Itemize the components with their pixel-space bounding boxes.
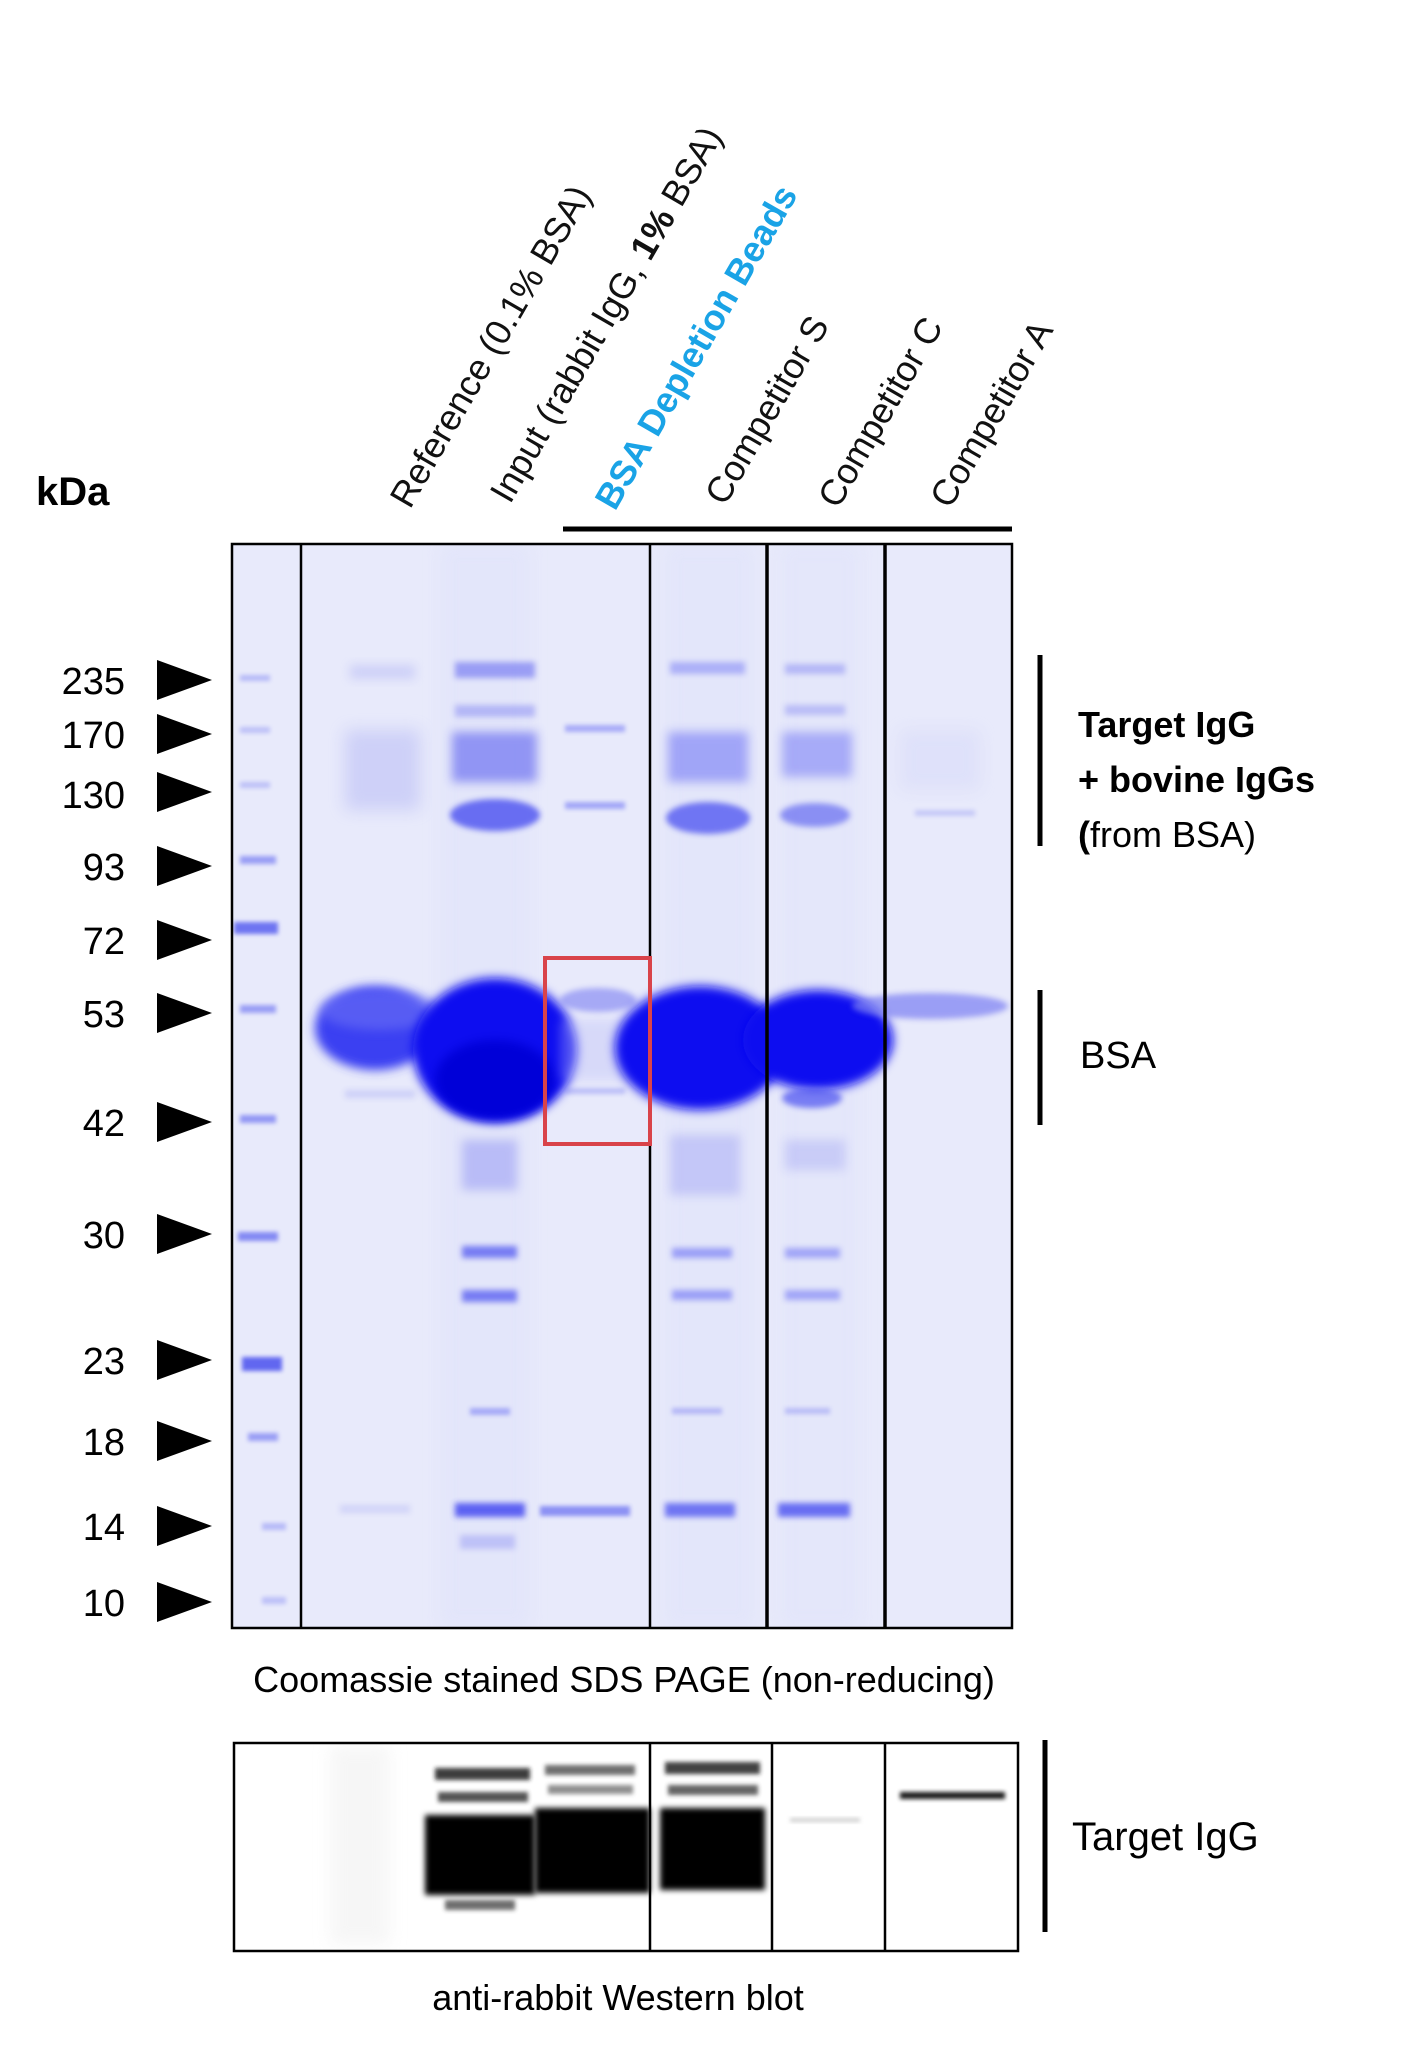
marker-130: 130	[62, 772, 212, 817]
marker-72: 72	[83, 920, 212, 963]
gel-caption: Coomassie stained SDS PAGE (non-reducing…	[253, 1659, 995, 1700]
marker-30: 30	[83, 1214, 212, 1257]
lane-competitor-c-bands	[743, 664, 893, 1517]
svg-text:235: 235	[62, 661, 125, 703]
svg-text:42: 42	[83, 1103, 125, 1145]
highlight-box	[543, 956, 652, 1146]
marker-170: 170	[62, 714, 212, 757]
svg-text:53: 53	[83, 994, 125, 1036]
marker-14: 14	[83, 1506, 212, 1549]
marker-10: 10	[83, 1582, 212, 1625]
marker-18: 18	[83, 1421, 212, 1464]
lane-labels: Reference (0.1% BSA) Input (rabbit IgG, …	[381, 119, 1061, 516]
svg-text:23: 23	[83, 1341, 125, 1383]
svg-text:93: 93	[83, 847, 125, 889]
svg-text:Target IgG: Target IgG	[1072, 1815, 1259, 1859]
marker-23: 23	[83, 1340, 212, 1383]
blot-lane-dividers	[648, 1743, 887, 1951]
svg-text:72: 72	[83, 921, 125, 963]
marker-53: 53	[83, 993, 212, 1036]
western-blot-image	[232, 1741, 1020, 1953]
svg-text:10: 10	[83, 1583, 125, 1625]
marker-42: 42	[83, 1102, 212, 1145]
marker-93: 93	[83, 846, 212, 889]
svg-text:14: 14	[83, 1507, 125, 1549]
lane-reference-bands	[315, 665, 440, 1513]
svg-text:+ bovine IgGs: + bovine IgGs	[1078, 759, 1315, 800]
svg-text:18: 18	[83, 1422, 125, 1464]
gel-background	[232, 544, 1012, 1628]
lane-label-bsa-depletion-beads: BSA Depletion Beads	[586, 178, 805, 516]
svg-text:(from BSA): (from BSA)	[1078, 814, 1256, 855]
svg-text:Target IgG: Target IgG	[1078, 704, 1255, 745]
ladder-bands	[234, 675, 286, 1604]
lane-competitor-a-bands	[852, 730, 1008, 1019]
lane-input-bands	[413, 662, 577, 1549]
gel-border	[230, 542, 1014, 1630]
lane-competitor-s-bands	[615, 662, 785, 1517]
marker-235: 235	[62, 660, 212, 703]
svg-text:BSA: BSA	[1080, 1035, 1157, 1077]
svg-text:170: 170	[62, 715, 125, 757]
svg-text:130: 130	[62, 775, 125, 817]
annotation-blot-target: Target IgG	[1042, 1740, 1259, 1932]
annotation-igg: Target IgG + bovine IgGs (from BSA)	[1037, 655, 1315, 855]
marker-scale: 235 170 130 93 72 53 42 30 23 18 14 10	[62, 660, 212, 1625]
svg-text:30: 30	[83, 1215, 125, 1257]
annotation-bsa: BSA	[1037, 990, 1157, 1125]
kda-label: kDa	[36, 470, 110, 514]
blot-caption: anti-rabbit Western blot	[432, 1977, 804, 2018]
blot-border	[232, 1741, 1020, 1953]
gel-image	[230, 542, 1014, 1630]
